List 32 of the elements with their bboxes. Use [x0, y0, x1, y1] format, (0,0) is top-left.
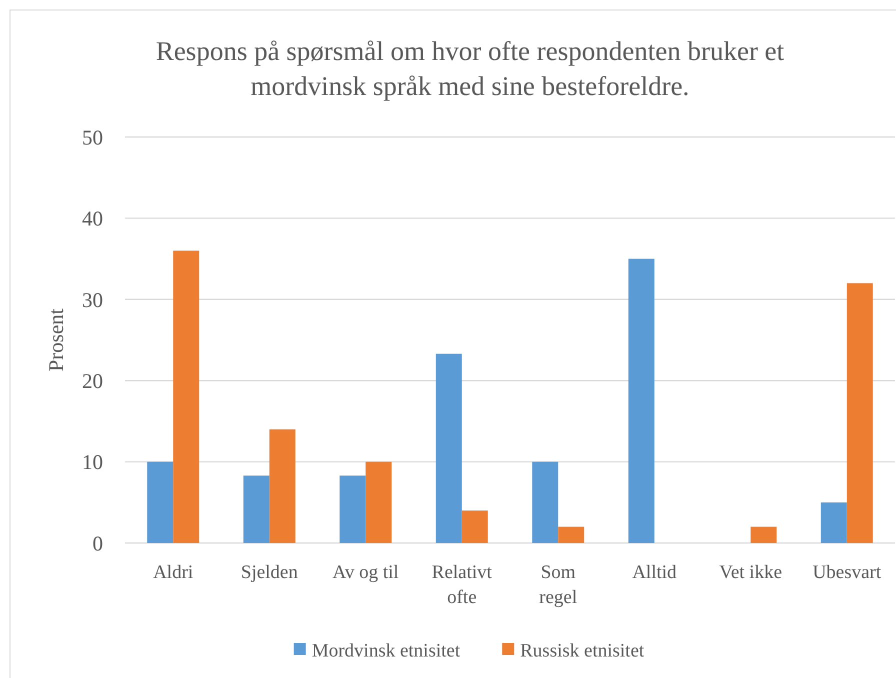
- legend-label: Mordvinsk etnisitet: [312, 640, 461, 662]
- bar: [628, 258, 654, 543]
- x-tick-label: Som regel: [539, 562, 578, 608]
- y-tick-label: 10: [82, 450, 103, 474]
- x-tick-label: Sjelden: [240, 562, 298, 583]
- y-tick-label: 30: [82, 288, 103, 312]
- bar: [173, 250, 200, 543]
- bar: [462, 510, 488, 543]
- bar: [366, 462, 392, 543]
- bar: [269, 429, 296, 543]
- x-tick-label: Ubesvart: [812, 562, 882, 583]
- y-axis-title: Prosent: [44, 308, 68, 372]
- legend-label: Russisk etnisitet: [520, 640, 645, 662]
- bar: [750, 526, 777, 543]
- y-tick-label: 40: [82, 206, 103, 231]
- bar: [532, 462, 558, 543]
- bar: [243, 476, 270, 543]
- x-tick-label: Alltid: [632, 562, 678, 583]
- y-tick-label: 0: [92, 531, 103, 556]
- bar: [846, 283, 873, 543]
- x-tick-label: Av og til: [332, 562, 399, 583]
- chart-title: Respons på spørsmål om hvor ofte respondenten bruker et mordvinsk språk med sine besteforeldre.: [156, 36, 785, 101]
- y-tick-label: 50: [82, 125, 103, 150]
- x-tick-label: Relativt ofte: [432, 562, 493, 608]
- x-tick-label: Vet ikke: [719, 562, 782, 583]
- bar: [558, 526, 584, 543]
- y-tick-label: 20: [82, 368, 103, 393]
- x-tick-label: Aldri: [153, 562, 194, 583]
- bar: [147, 462, 174, 543]
- bar: [340, 476, 366, 543]
- bar: [436, 354, 462, 543]
- bar: [820, 502, 847, 543]
